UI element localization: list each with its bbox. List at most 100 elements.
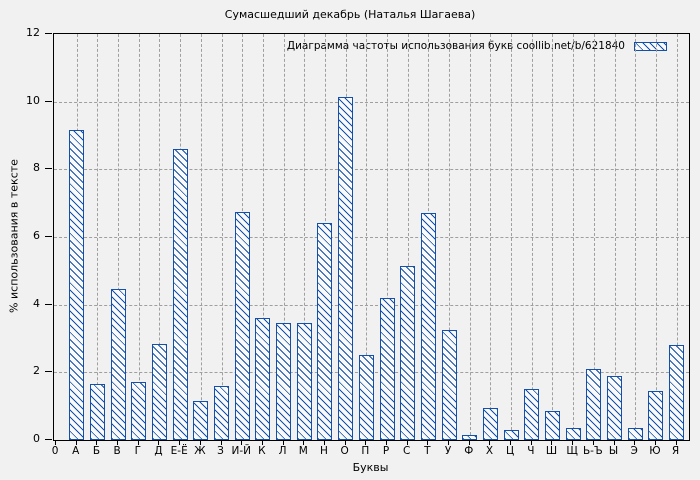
plot-area: Диаграмма частоты использования букв coo… xyxy=(53,33,690,441)
bar-В xyxy=(111,289,126,440)
bar-Э xyxy=(628,428,643,440)
x-tick-label: Ж xyxy=(194,445,206,457)
bar-Я xyxy=(669,345,684,440)
bar-Д xyxy=(152,344,167,440)
bar-Ш xyxy=(545,411,560,440)
x-tick-label: Х xyxy=(485,445,494,457)
x-tick-label: Ю xyxy=(649,445,661,457)
x-tick xyxy=(592,440,594,445)
x-tick-label: К xyxy=(258,445,266,457)
x-gridline xyxy=(118,34,120,440)
x-gridline xyxy=(593,34,595,440)
y-tick xyxy=(45,168,52,170)
y-tick-label: 2 xyxy=(33,364,40,378)
x-tick xyxy=(117,440,119,445)
x-gridline xyxy=(655,34,657,440)
x-tick-label: Е-Ё xyxy=(170,445,188,457)
x-tick xyxy=(55,440,57,445)
bar-Ц xyxy=(504,430,519,440)
x-tick xyxy=(282,440,284,445)
x-tick xyxy=(675,440,677,445)
x-gridline xyxy=(200,34,202,440)
bar-Ю xyxy=(648,391,663,440)
bar-Г xyxy=(131,382,146,440)
bar-Т xyxy=(421,213,436,440)
x-gridline xyxy=(283,34,285,440)
x-gridline xyxy=(511,34,513,440)
x-tick-label: 0 xyxy=(51,445,59,457)
bar-С xyxy=(400,266,415,440)
legend-label: Диаграмма частоты использования букв coo… xyxy=(286,40,625,52)
y-gridline xyxy=(54,304,689,306)
x-tick-label: Я xyxy=(671,445,680,457)
x-tick-label: Л xyxy=(278,445,287,457)
bar-Л xyxy=(276,323,291,440)
x-tick xyxy=(75,440,77,445)
x-tick-label: Ь-Ъ xyxy=(582,445,603,457)
x-gridline xyxy=(635,34,637,440)
y-tick-label: 12 xyxy=(26,26,40,39)
y-tick xyxy=(45,303,52,305)
x-gridline xyxy=(387,34,388,440)
x-tick xyxy=(634,440,636,445)
x-tick xyxy=(386,440,387,445)
x-tick-label: Ц xyxy=(506,445,515,457)
x-gridline xyxy=(221,34,223,440)
x-tick xyxy=(137,440,139,445)
bar-Н xyxy=(317,223,332,440)
x-gridline xyxy=(490,34,492,440)
y-tick-label: 0 xyxy=(33,432,40,445)
x-tick xyxy=(654,440,656,445)
bar-Ф xyxy=(462,435,477,440)
bar-Е-Ё xyxy=(173,149,188,440)
x-gridline xyxy=(366,34,368,440)
y-gridline xyxy=(54,101,689,103)
x-tick xyxy=(96,440,98,445)
y-tick xyxy=(45,371,52,373)
bar-А xyxy=(69,130,84,440)
x-tick xyxy=(365,440,367,445)
legend: Диаграмма частоты использования букв coo… xyxy=(287,39,667,53)
y-gridline xyxy=(54,237,689,238)
bar-Ы xyxy=(607,376,622,440)
x-tick-label: Р xyxy=(382,445,390,457)
x-axis-title: Буквы xyxy=(352,461,389,474)
x-gridline xyxy=(97,34,99,440)
x-tick xyxy=(241,440,243,445)
bar-Х xyxy=(483,408,498,440)
y-tick-label: 4 xyxy=(33,296,40,310)
y-gridline xyxy=(54,169,689,171)
x-gridline xyxy=(449,34,451,440)
bar-Р xyxy=(380,298,395,440)
bar-П xyxy=(359,355,374,440)
x-gridline xyxy=(676,34,678,440)
x-gridline xyxy=(552,34,554,440)
x-tick xyxy=(303,440,305,445)
y-tick-label: 6 xyxy=(33,229,40,242)
bar-Щ xyxy=(566,428,581,440)
x-tick-label: Т xyxy=(424,445,431,457)
bar-У xyxy=(442,330,457,440)
x-tick xyxy=(406,440,408,445)
bar-З xyxy=(214,386,229,440)
x-tick-label: Ф xyxy=(464,445,474,457)
x-gridline xyxy=(614,34,616,440)
x-gridline xyxy=(469,34,471,440)
x-tick-label: З xyxy=(217,445,224,457)
x-tick-label: А xyxy=(72,445,80,457)
y-tick xyxy=(45,100,52,102)
y-tick xyxy=(45,439,52,440)
x-tick-label: С xyxy=(403,445,411,457)
x-tick-label: Д xyxy=(154,445,163,457)
x-tick-label: М xyxy=(298,445,308,457)
x-tick-label: О xyxy=(340,445,349,457)
x-tick xyxy=(448,440,450,445)
x-tick-label: Щ xyxy=(566,445,578,457)
x-tick xyxy=(530,440,532,445)
x-tick-label: Б xyxy=(92,445,101,457)
x-tick xyxy=(220,440,222,445)
x-gridline xyxy=(304,34,306,440)
bar-М xyxy=(297,323,312,440)
x-gridline xyxy=(159,34,161,440)
bar-И-Й xyxy=(235,212,250,440)
